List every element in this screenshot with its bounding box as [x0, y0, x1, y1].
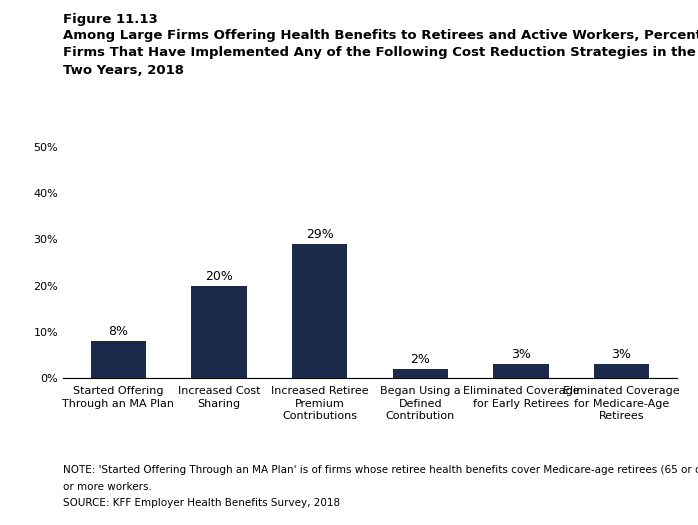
Text: Among Large Firms Offering Health Benefits to Retirees and Active Workers, Perce: Among Large Firms Offering Health Benefi…	[63, 29, 698, 42]
Bar	[594, 364, 649, 378]
Text: 3%: 3%	[611, 349, 632, 361]
Text: Figure 11.13: Figure 11.13	[63, 13, 158, 26]
Text: or more workers.: or more workers.	[63, 482, 151, 492]
Bar	[292, 244, 348, 378]
Text: 3%: 3%	[511, 349, 530, 361]
Text: 29%: 29%	[306, 228, 334, 242]
Text: 2%: 2%	[410, 353, 430, 366]
Text: 8%: 8%	[108, 326, 128, 338]
Text: SOURCE: KFF Employer Health Benefits Survey, 2018: SOURCE: KFF Employer Health Benefits Sur…	[63, 498, 340, 508]
Text: 20%: 20%	[205, 270, 233, 283]
Text: NOTE: 'Started Offering Through an MA Plan' is of firms whose retiree health ben: NOTE: 'Started Offering Through an MA Pl…	[63, 465, 698, 475]
Bar	[191, 286, 246, 378]
Bar	[493, 364, 549, 378]
Text: Firms That Have Implemented Any of the Following Cost Reduction Strategies in th: Firms That Have Implemented Any of the F…	[63, 46, 698, 59]
Bar	[91, 341, 146, 378]
Text: Two Years, 2018: Two Years, 2018	[63, 64, 184, 77]
Bar	[392, 369, 448, 378]
